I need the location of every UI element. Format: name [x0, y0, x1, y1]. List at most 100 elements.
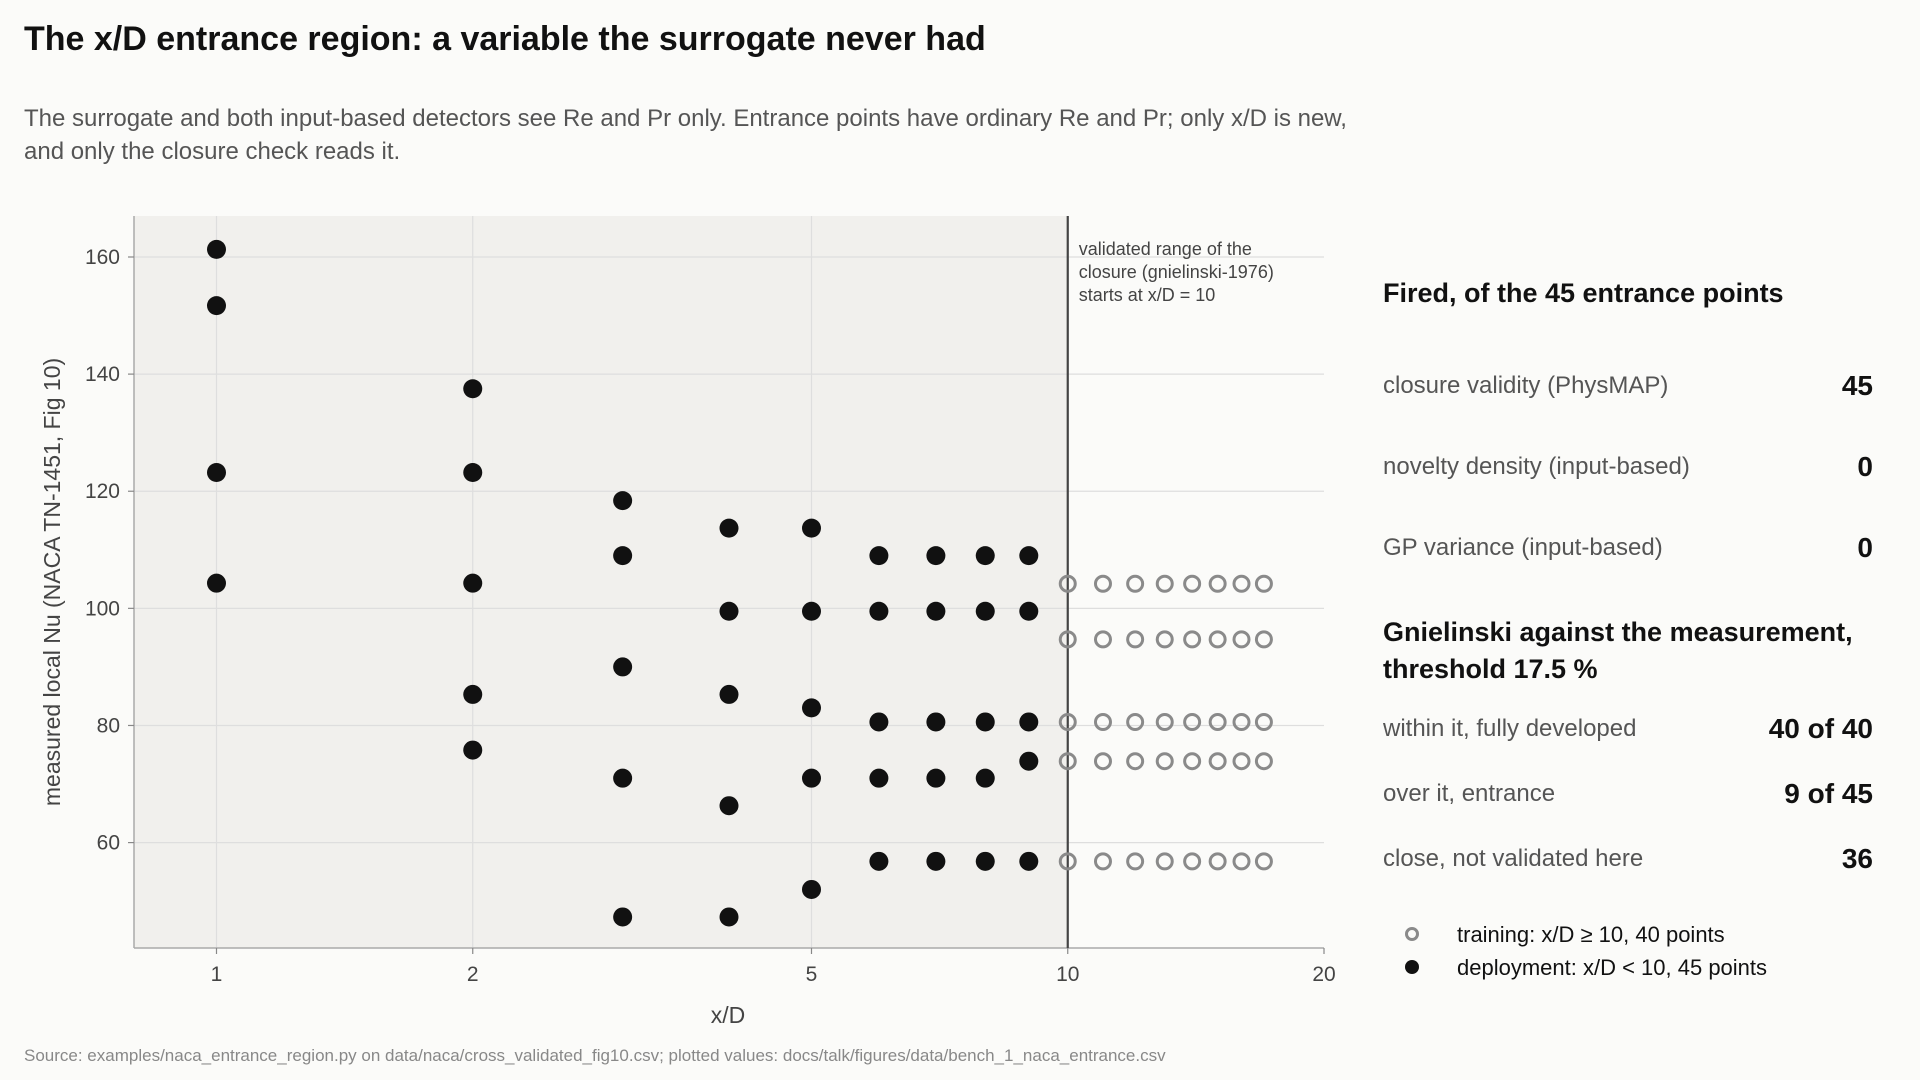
deployment-point	[1019, 851, 1039, 871]
deployment-point	[719, 518, 739, 538]
training-point	[1058, 574, 1077, 593]
deployment-point	[463, 573, 483, 593]
y-tick-label: 140	[85, 363, 120, 386]
fired-row-closure-validity: closure validity (PhysMAP) 45	[1383, 370, 1873, 408]
training-point	[1183, 752, 1202, 771]
training-point	[1183, 574, 1202, 593]
deployment-point	[869, 546, 889, 566]
deployment-point	[801, 768, 821, 788]
training-point	[1183, 852, 1202, 871]
x-tick-label: 2	[467, 963, 479, 986]
y-tick-label: 160	[85, 246, 120, 269]
divider-annotation-line: closure (gnielinski-1976)	[1079, 262, 1274, 282]
row-value: 9 of 45	[1784, 778, 1873, 809]
x-tick-label: 20	[1312, 963, 1335, 986]
deployment-point	[613, 768, 633, 788]
deployment-point	[1019, 546, 1039, 566]
training-point	[1208, 852, 1227, 871]
deployment-point	[719, 796, 739, 816]
deployment-point	[1019, 601, 1039, 621]
deployment-point	[206, 296, 226, 316]
deployment-point	[975, 546, 995, 566]
deployment-point	[1019, 712, 1039, 732]
x-tick-label: 5	[806, 963, 818, 986]
row-label: closure validity (PhysMAP)	[1383, 372, 1669, 399]
x-tick-label: 1	[211, 963, 223, 986]
training-point	[1208, 712, 1227, 731]
training-point	[1155, 852, 1174, 871]
training-point	[1126, 752, 1145, 771]
gnielinski-heading-line-1: Gnielinski against the measurement,	[1383, 617, 1853, 647]
y-tick-label: 120	[85, 480, 120, 503]
deployment-point	[975, 601, 995, 621]
row-label: GP variance (input-based)	[1383, 534, 1663, 561]
fired-heading: Fired, of the 45 entrance points	[1383, 278, 1784, 308]
training-point	[1058, 712, 1077, 731]
y-axis-label: measured local Nu (NACA TN-1451, Fig 10)	[39, 358, 65, 806]
deployment-point	[801, 698, 821, 718]
deployment-point	[975, 851, 995, 871]
deployment-point	[206, 462, 226, 482]
deployment-point	[869, 768, 889, 788]
divider-annotation-line: validated range of the	[1079, 239, 1252, 259]
deployment-point	[613, 546, 633, 566]
deployment-point	[613, 657, 633, 677]
entrance-shaded-region	[134, 216, 1068, 948]
deployment-point	[206, 573, 226, 593]
deployment-point	[801, 518, 821, 538]
deployment-point	[926, 712, 946, 732]
deployment-point	[926, 851, 946, 871]
filled-circle-marker-icon	[1405, 960, 1419, 974]
y-tick-label: 100	[85, 597, 120, 620]
deployment-point	[463, 740, 483, 760]
row-label: close, not validated here	[1383, 845, 1644, 872]
training-point	[1208, 574, 1227, 593]
training-point	[1254, 574, 1273, 593]
training-point	[1254, 752, 1273, 771]
y-tick-label: 60	[97, 832, 120, 855]
training-point	[1183, 712, 1202, 731]
row-label: within it, fully developed	[1383, 715, 1637, 742]
deployment-point	[463, 379, 483, 399]
training-point	[1183, 630, 1202, 649]
training-point	[1232, 630, 1251, 649]
fired-row-gp-variance: GP variance (input-based) 0	[1383, 532, 1873, 570]
row-value: 0	[1857, 451, 1873, 482]
training-point	[1155, 630, 1174, 649]
deployment-point	[206, 239, 226, 259]
training-point	[1093, 752, 1112, 771]
deployment-point	[613, 907, 633, 927]
training-point	[1093, 630, 1112, 649]
fired-row-novelty-density: novelty density (input-based) 0	[1383, 451, 1873, 489]
training-point	[1155, 574, 1174, 593]
training-point	[1093, 852, 1112, 871]
deployment-point	[926, 601, 946, 621]
deployment-point	[463, 462, 483, 482]
gnielinski-heading-line-2: threshold 17.5 %	[1383, 654, 1598, 684]
row-label: novelty density (input-based)	[1383, 453, 1690, 480]
training-point	[1232, 752, 1251, 771]
row-value: 0	[1857, 532, 1873, 563]
training-point	[1232, 852, 1251, 871]
legend-label: training: x/D ≥ 10, 40 points	[1457, 922, 1725, 947]
deployment-point	[926, 768, 946, 788]
training-point	[1126, 852, 1145, 871]
deployment-point	[801, 879, 821, 899]
legend-label: deployment: x/D < 10, 45 points	[1457, 955, 1768, 980]
x-axis-label: x/D	[711, 1002, 746, 1028]
deployment-point	[975, 712, 995, 732]
deployment-point	[719, 907, 739, 927]
source-note: Source: examples/naca_entrance_region.py…	[24, 1046, 1166, 1065]
gn-row-within: within it, fully developed 40 of 40	[1383, 713, 1873, 751]
deployment-point	[926, 546, 946, 566]
subtitle-line-1: The surrogate and both input-based detec…	[24, 105, 1347, 132]
deployment-point	[869, 601, 889, 621]
gn-row-over: over it, entrance 9 of 45	[1383, 778, 1873, 816]
divider-annotation-line: starts at x/D = 10	[1079, 285, 1216, 305]
training-point	[1254, 852, 1273, 871]
training-point	[1254, 712, 1273, 731]
training-point	[1232, 712, 1251, 731]
chart-subtitle: The surrogate and both input-based detec…	[24, 102, 1464, 168]
row-value: 36	[1841, 843, 1873, 874]
training-point	[1093, 712, 1112, 731]
